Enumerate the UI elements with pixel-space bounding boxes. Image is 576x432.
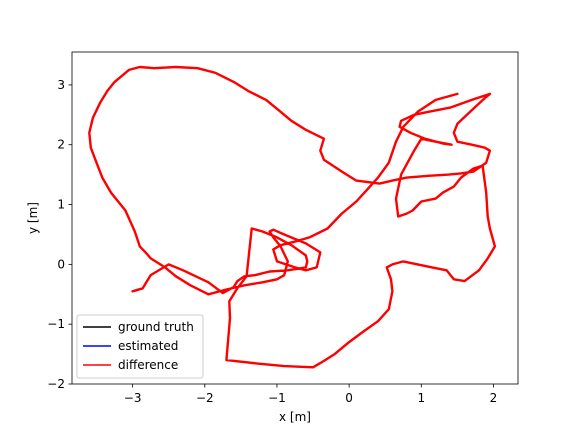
y-tick-label: 3 xyxy=(57,78,65,92)
x-tick-label: −1 xyxy=(268,391,286,405)
legend: ground truth estimated difference xyxy=(76,314,204,379)
plot-frame xyxy=(71,51,519,385)
series-layer xyxy=(88,65,497,369)
x-tick-label: 1 xyxy=(417,391,425,405)
legend-label-ground-truth: ground truth xyxy=(118,320,194,334)
x-axis-label: x [m] xyxy=(279,410,311,424)
y-axis-ticks: −2 −1 0 1 2 3 xyxy=(47,78,72,391)
legend-label-difference: difference xyxy=(118,358,178,372)
y-tick-label: 2 xyxy=(57,138,65,152)
y-tick-label: 1 xyxy=(57,198,65,212)
x-tick-label: 2 xyxy=(490,391,498,405)
y-tick-label: −1 xyxy=(47,317,65,331)
legend-label-estimated: estimated xyxy=(118,339,178,353)
y-tick-label: −2 xyxy=(47,377,65,391)
y-axis-label: y [m] xyxy=(26,202,40,234)
x-tick-label: −3 xyxy=(124,391,142,405)
y-tick-label: 0 xyxy=(57,257,65,271)
x-axis-ticks: −3 −2 −1 0 1 2 xyxy=(124,384,498,405)
series-line-difference xyxy=(88,65,497,369)
x-tick-label: −2 xyxy=(196,391,214,405)
legend-box xyxy=(76,314,204,379)
x-tick-label: 0 xyxy=(345,391,353,405)
